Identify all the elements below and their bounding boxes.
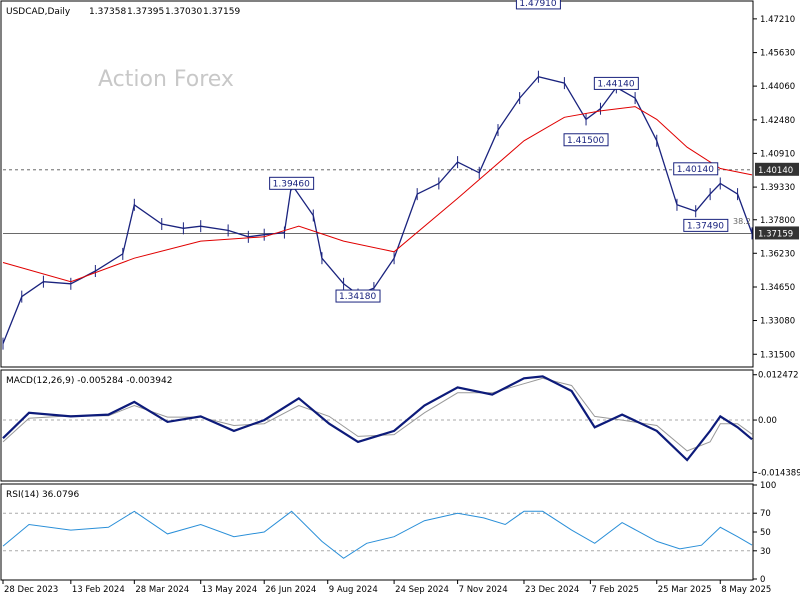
rsi-tick-label: 30	[760, 547, 771, 557]
price-y-axis: 1.47210 1.45630 1.44060 1.42480 1.40910 1.393…	[753, 15, 795, 360]
price-tick-label: 1.34650	[760, 283, 795, 293]
x-axis: 28 Dec 2023 13 Feb 2024 28 Mar 2024 13 May …	[2, 580, 771, 595]
chart-header-ohlc: 1.37358 1.37395 1.37030 1.37159	[89, 7, 240, 17]
fib-label: 38.2	[733, 217, 751, 226]
x-tick-label: 26 Jun 2024	[265, 585, 316, 595]
price-tick-label: 1.31500	[760, 350, 795, 360]
price-tag-label: 1.40140	[758, 166, 793, 176]
annotation-label: 1.44140	[597, 79, 634, 89]
annotation-label: 1.34180	[339, 292, 376, 302]
price-tick-label: 1.42480	[760, 116, 795, 126]
x-tick-label: 28 Dec 2023	[4, 585, 58, 595]
price-ma-line	[2, 106, 753, 283]
price-tag-box	[755, 226, 799, 240]
rsi-tick-label: 100	[760, 481, 776, 491]
x-tick-label: 25 Mar 2025	[658, 585, 712, 595]
price-tags: 1.40140 1.37159	[755, 162, 799, 240]
macd-line	[2, 375, 753, 462]
price-tick-label: 1.39330	[760, 183, 795, 193]
header-high: 1.37395	[127, 7, 164, 17]
x-tick-label: 23 Dec 2024	[525, 585, 579, 595]
price-close-line	[2, 75, 753, 344]
annotation-box	[673, 162, 719, 176]
annotation-box	[269, 176, 315, 190]
rsi-plot	[2, 510, 753, 559]
price-tick-label: 1.33080	[760, 317, 795, 327]
x-tick-label: 13 Feb 2024	[72, 585, 125, 595]
macd-tick-label: 0.012472	[758, 371, 799, 381]
macd-label: MACD(12,26,9) -0.005284 -0.003942	[6, 376, 172, 386]
macd-plot	[2, 375, 753, 462]
annotation-box	[563, 133, 609, 147]
rsi-tick-label: 50	[760, 528, 771, 538]
price-tick-label: 1.47210	[760, 15, 795, 25]
annotation-label: 1.40140	[677, 165, 714, 175]
x-tick-label: 8 May 2025	[721, 585, 771, 595]
rsi-tick-label: 0	[760, 575, 765, 585]
chart-header-symbol: USDCAD,Daily	[6, 7, 71, 17]
annotation-box	[593, 76, 639, 90]
macd-tick-label: -0.014389	[758, 468, 800, 478]
annotation-label: 1.39460	[273, 179, 310, 189]
x-tick-label: 7 Feb 2025	[591, 585, 639, 595]
annotation-box	[335, 289, 381, 303]
x-tick-label: 13 May 2024	[202, 585, 257, 595]
price-tick-label: 1.45630	[760, 49, 795, 59]
annotation-box	[515, 0, 561, 10]
annotation-label: 1.37490	[687, 221, 724, 231]
header-low: 1.37030	[165, 7, 202, 17]
rsi-tick-label: 70	[760, 509, 771, 519]
header-open: 1.37358	[89, 7, 126, 17]
rsi-y-axis: 100 70 50 30 0	[3, 481, 776, 585]
header-close: 1.37159	[203, 7, 240, 17]
price-plot	[2, 70, 753, 350]
price-tick-label: 1.36230	[760, 249, 795, 259]
x-tick-label: 28 Mar 2024	[135, 585, 189, 595]
price-tick-label: 1.44060	[760, 82, 795, 92]
annotation-label: 1.47910	[519, 0, 556, 9]
macd-panel-frame	[0, 369, 754, 482]
annotation-box	[683, 218, 729, 232]
macd-tick-label: 0.00	[758, 416, 777, 426]
price-tag-label: 1.37159	[758, 229, 793, 239]
price-tick-label: 1.37800	[760, 216, 795, 226]
x-tick-label: 9 Aug 2024	[329, 585, 378, 595]
price-panel-frame	[0, 0, 754, 368]
macd-y-axis: 0.012472 0.00 -0.014389	[3, 371, 800, 478]
watermark: Action Forex	[98, 67, 234, 92]
price-annotations: 1.47910 1.44140 1.41500 1.40140 1.37490 1.394…	[269, 0, 751, 303]
annotation-label: 1.41500	[567, 136, 604, 146]
price-tag-box	[755, 162, 799, 176]
x-tick-label: 7 Nov 2024	[459, 585, 508, 595]
rsi-label: RSI(14) 36.0796	[6, 490, 79, 500]
x-tick-label: 24 Sep 2024	[395, 585, 449, 595]
price-tick-label: 1.40910	[760, 149, 795, 159]
rsi-line	[2, 510, 753, 559]
